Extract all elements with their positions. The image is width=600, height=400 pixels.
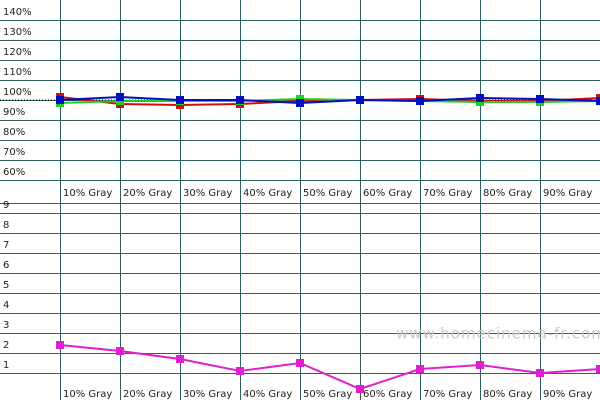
x-tick-label: 60% Gray <box>363 389 412 400</box>
point-marker <box>476 361 484 369</box>
point-marker <box>596 365 600 373</box>
y-tick-label: 2 <box>3 340 9 351</box>
point-marker <box>236 96 244 104</box>
x-tick-label: 10% Gray <box>63 389 112 400</box>
y-tick-label: 110% <box>3 67 32 78</box>
x-tick-label: 20% Gray <box>123 188 172 199</box>
y-tick-label: 80% <box>3 127 25 138</box>
point-marker <box>296 99 304 107</box>
x-tick-label: 80% Gray <box>483 188 532 199</box>
x-tick-label: 40% Gray <box>243 188 292 199</box>
point-marker <box>536 369 544 377</box>
y-tick-label: 7 <box>3 240 9 251</box>
point-marker <box>416 97 424 105</box>
y-tick-label: 9 <box>3 200 9 211</box>
x-tick-label: 30% Gray <box>183 188 232 199</box>
point-marker <box>176 96 184 104</box>
x-tick-label: 40% Gray <box>243 389 292 400</box>
y-tick-label: 6 <box>3 260 9 271</box>
y-tick-label: 140% <box>3 7 32 18</box>
point-marker <box>116 347 124 355</box>
point-marker <box>236 367 244 375</box>
x-tick-label: 90% Gray <box>543 389 592 400</box>
series-line <box>59 344 600 391</box>
point-marker <box>56 96 64 104</box>
y-tick-label: 8 <box>3 220 9 231</box>
x-tick-label: 10% Gray <box>63 188 112 199</box>
x-tick-label: 70% Gray <box>423 389 472 400</box>
point-marker <box>356 96 364 104</box>
y-tick-label: 90% <box>3 107 25 118</box>
y-tick-label: 100% <box>3 87 32 98</box>
watermark: www.homecinema-fr.com <box>396 325 600 343</box>
x-tick-label: 50% Gray <box>303 188 352 199</box>
point-marker <box>596 97 600 105</box>
x-tick-label: 90% Gray <box>543 188 592 199</box>
point-marker <box>296 359 304 367</box>
point-marker <box>176 355 184 363</box>
series-line <box>59 97 600 104</box>
y-tick-label: 1 <box>3 360 9 371</box>
point-marker <box>416 365 424 373</box>
series-line <box>59 95 600 105</box>
y-tick-label: 5 <box>3 280 9 291</box>
point-marker <box>356 385 364 393</box>
y-tick-label: 3 <box>3 320 9 331</box>
x-tick-label: 60% Gray <box>363 188 412 199</box>
x-tick-label: 50% Gray <box>303 389 352 400</box>
y-tick-label: 4 <box>3 300 9 311</box>
x-tick-label: 70% Gray <box>423 188 472 199</box>
x-tick-label: 80% Gray <box>483 389 532 400</box>
x-tick-label: 30% Gray <box>183 389 232 400</box>
point-marker <box>116 93 124 101</box>
y-tick-label: 60% <box>3 167 25 178</box>
x-tick-label: 20% Gray <box>123 389 172 400</box>
y-tick-label: 120% <box>3 47 32 58</box>
y-tick-label: 70% <box>3 147 25 158</box>
point-marker <box>476 94 484 102</box>
y-tick-label: 130% <box>3 27 32 38</box>
point-marker <box>56 341 64 349</box>
point-marker <box>536 95 544 103</box>
